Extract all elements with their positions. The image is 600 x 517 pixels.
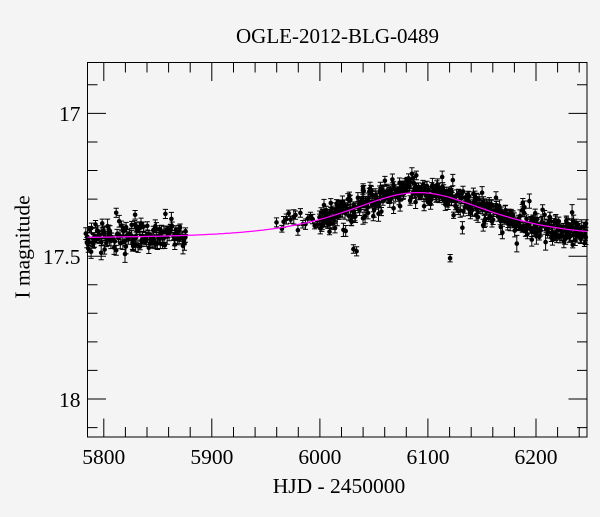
svg-text:HJD - 2450000: HJD - 2450000: [273, 474, 406, 498]
svg-text:6200: 6200: [515, 445, 558, 469]
svg-text:I magnitude: I magnitude: [11, 195, 35, 298]
svg-text:5900: 5900: [190, 445, 233, 469]
svg-text:OGLE-2012-BLG-0489: OGLE-2012-BLG-0489: [236, 24, 439, 48]
svg-text:6100: 6100: [407, 445, 450, 469]
svg-text:17: 17: [59, 102, 81, 126]
svg-text:6000: 6000: [298, 445, 341, 469]
svg-text:18: 18: [59, 388, 81, 412]
svg-text:17.5: 17.5: [43, 245, 81, 269]
svg-text:5800: 5800: [82, 445, 125, 469]
